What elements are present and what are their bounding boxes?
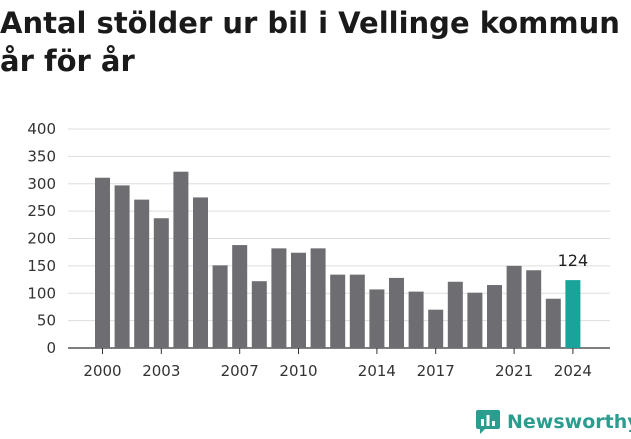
bar-2016: [408, 291, 424, 348]
y-tick-label: 100: [27, 284, 56, 302]
bar-2010: [291, 252, 306, 348]
brand-name: Newsworthy: [507, 411, 631, 433]
y-tick-label: 200: [27, 230, 56, 248]
x-tick-label: 2010: [279, 362, 317, 380]
bar-chart-chat-icon: [476, 410, 500, 434]
bar-2007: [232, 245, 248, 348]
bar-2021: [506, 265, 522, 348]
bar-2018: [447, 281, 463, 348]
bar-2001: [114, 185, 130, 348]
y-tick-label: 300: [27, 175, 56, 193]
data-labels: 124: [558, 251, 589, 270]
bar-2011: [310, 248, 326, 348]
page-title: Antal stölder ur bil i Vellinge kommun å…: [0, 6, 620, 78]
bar-2014: [369, 289, 385, 348]
y-tick-label: 50: [37, 312, 56, 330]
bar-2023: [545, 298, 561, 348]
data-label: 124: [558, 251, 589, 270]
bar-2006: [212, 265, 228, 348]
bar-2012: [330, 274, 346, 348]
bar-2013: [349, 274, 365, 348]
x-tick-label: 2017: [417, 362, 455, 380]
bar-2002: [134, 199, 150, 348]
x-tick-label: 2024: [554, 362, 592, 380]
x-axis: 2000 2003 2007 2010 2014 2017 2021 2024: [83, 348, 592, 380]
newsworthy-logo: Newsworthy: [475, 408, 631, 436]
x-tick-label: 2007: [221, 362, 259, 380]
chart-bars: [95, 171, 581, 348]
bar-2019: [467, 292, 483, 348]
bar-2009: [271, 248, 287, 348]
bar-2024: [565, 280, 581, 348]
bar-2005: [193, 197, 208, 348]
x-tick-label: 2021: [495, 362, 533, 380]
y-tick-label: 150: [27, 257, 56, 275]
bar-2008: [251, 281, 267, 348]
y-tick-label: 250: [27, 202, 56, 220]
bar-2000: [95, 177, 110, 348]
bar-2004: [173, 171, 189, 348]
bar-2017: [428, 309, 444, 348]
bar-2022: [526, 270, 542, 348]
bar-2003: [153, 218, 169, 348]
y-tick-label: 350: [27, 147, 56, 165]
x-tick-label: 2014: [358, 362, 396, 380]
y-axis: 0 50 100 150 200 250 300 350 400: [27, 120, 56, 357]
bar-2015: [389, 277, 404, 348]
x-tick-label: 2000: [83, 362, 121, 380]
bar-2020: [487, 285, 502, 348]
y-tick-label: 400: [27, 120, 56, 138]
y-tick-label: 0: [46, 339, 56, 357]
x-tick-label: 2003: [142, 362, 180, 380]
